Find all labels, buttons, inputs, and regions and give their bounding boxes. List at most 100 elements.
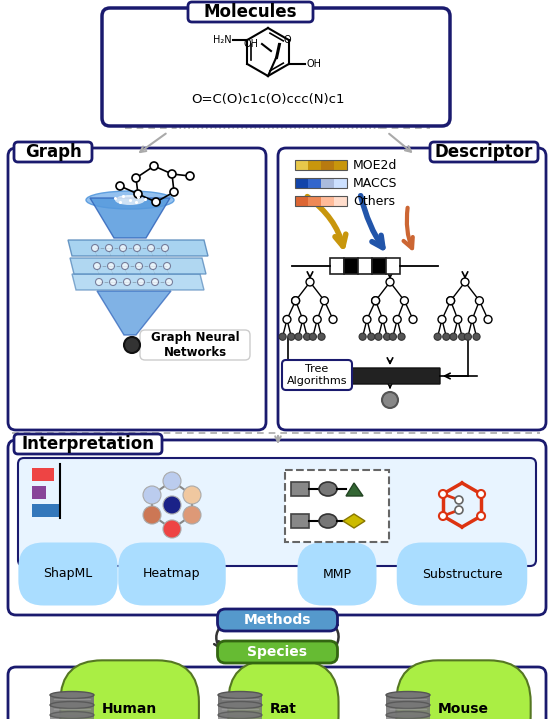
- Circle shape: [382, 392, 398, 408]
- Circle shape: [454, 316, 462, 324]
- Circle shape: [163, 520, 181, 538]
- Text: ShapML: ShapML: [43, 567, 93, 580]
- Circle shape: [122, 262, 129, 270]
- Circle shape: [458, 333, 466, 340]
- Circle shape: [477, 512, 485, 520]
- Circle shape: [375, 333, 382, 340]
- Text: Rat: Rat: [270, 702, 297, 716]
- Bar: [291, 482, 309, 496]
- Circle shape: [92, 244, 98, 252]
- Text: O=C(O)c1c(O)ccc(N)c1: O=C(O)c1c(O)ccc(N)c1: [191, 93, 345, 106]
- Circle shape: [163, 496, 181, 514]
- Bar: [344, 258, 358, 274]
- Circle shape: [372, 297, 380, 305]
- Circle shape: [477, 490, 485, 498]
- Circle shape: [313, 316, 321, 324]
- Bar: [386, 695, 430, 707]
- Bar: [386, 715, 430, 719]
- FancyBboxPatch shape: [14, 142, 92, 162]
- Circle shape: [124, 278, 130, 285]
- FancyBboxPatch shape: [18, 458, 536, 566]
- Circle shape: [124, 337, 140, 353]
- FancyBboxPatch shape: [218, 609, 337, 631]
- Text: Tree
Algorithms: Tree Algorithms: [287, 365, 347, 386]
- Bar: [32, 486, 46, 499]
- Circle shape: [186, 172, 194, 180]
- Bar: [32, 504, 60, 517]
- Circle shape: [455, 506, 463, 514]
- Text: O: O: [283, 35, 291, 45]
- Circle shape: [484, 316, 492, 324]
- FancyBboxPatch shape: [188, 2, 313, 22]
- Bar: [32, 468, 54, 481]
- Circle shape: [401, 297, 408, 305]
- Bar: [308, 196, 321, 206]
- Circle shape: [461, 278, 469, 286]
- Circle shape: [95, 278, 103, 285]
- Circle shape: [291, 297, 300, 305]
- Text: Human: Human: [102, 702, 157, 716]
- Bar: [334, 160, 347, 170]
- Bar: [295, 160, 308, 170]
- FancyBboxPatch shape: [14, 434, 162, 454]
- Circle shape: [132, 174, 140, 182]
- Circle shape: [438, 316, 446, 324]
- FancyBboxPatch shape: [140, 330, 250, 360]
- Bar: [308, 160, 321, 170]
- Circle shape: [473, 333, 480, 340]
- Text: OH: OH: [307, 59, 322, 69]
- Text: Species: Species: [248, 645, 307, 659]
- Circle shape: [386, 278, 394, 286]
- Text: MACCS: MACCS: [353, 177, 397, 190]
- Bar: [330, 258, 344, 274]
- Bar: [285, 470, 389, 542]
- Ellipse shape: [218, 692, 262, 698]
- Polygon shape: [68, 240, 208, 256]
- Text: Graph Neural
Networks: Graph Neural Networks: [151, 331, 239, 359]
- Bar: [295, 178, 347, 188]
- Bar: [50, 715, 94, 719]
- Circle shape: [170, 188, 178, 196]
- Text: Substructure: Substructure: [422, 567, 502, 580]
- Circle shape: [164, 262, 170, 270]
- FancyBboxPatch shape: [8, 667, 546, 719]
- Circle shape: [359, 333, 366, 340]
- Circle shape: [116, 182, 124, 190]
- Circle shape: [468, 316, 476, 324]
- Circle shape: [372, 297, 380, 305]
- Circle shape: [149, 262, 157, 270]
- Circle shape: [295, 333, 302, 340]
- Circle shape: [134, 190, 142, 198]
- Circle shape: [389, 333, 396, 340]
- Circle shape: [393, 316, 401, 324]
- Circle shape: [443, 333, 450, 340]
- Ellipse shape: [218, 712, 262, 718]
- Bar: [295, 196, 347, 206]
- FancyBboxPatch shape: [8, 148, 266, 430]
- Circle shape: [150, 162, 158, 170]
- Bar: [218, 715, 262, 719]
- Circle shape: [465, 333, 471, 340]
- Ellipse shape: [50, 702, 94, 708]
- Bar: [372, 258, 386, 274]
- Text: OH: OH: [243, 39, 258, 49]
- Text: Descriptor: Descriptor: [435, 143, 533, 161]
- FancyBboxPatch shape: [282, 360, 352, 390]
- Text: Heatmap: Heatmap: [143, 567, 201, 580]
- Circle shape: [450, 333, 457, 340]
- Circle shape: [447, 297, 455, 305]
- Text: MOE2d: MOE2d: [353, 159, 397, 172]
- Text: Others: Others: [353, 195, 395, 208]
- Bar: [321, 160, 334, 170]
- Polygon shape: [90, 198, 170, 238]
- FancyBboxPatch shape: [102, 8, 450, 126]
- Ellipse shape: [386, 712, 430, 718]
- FancyBboxPatch shape: [430, 142, 538, 162]
- Circle shape: [320, 297, 329, 305]
- Bar: [321, 178, 334, 188]
- Bar: [291, 514, 309, 528]
- Polygon shape: [72, 274, 204, 290]
- FancyBboxPatch shape: [218, 641, 337, 663]
- Circle shape: [283, 316, 291, 324]
- Circle shape: [109, 278, 117, 285]
